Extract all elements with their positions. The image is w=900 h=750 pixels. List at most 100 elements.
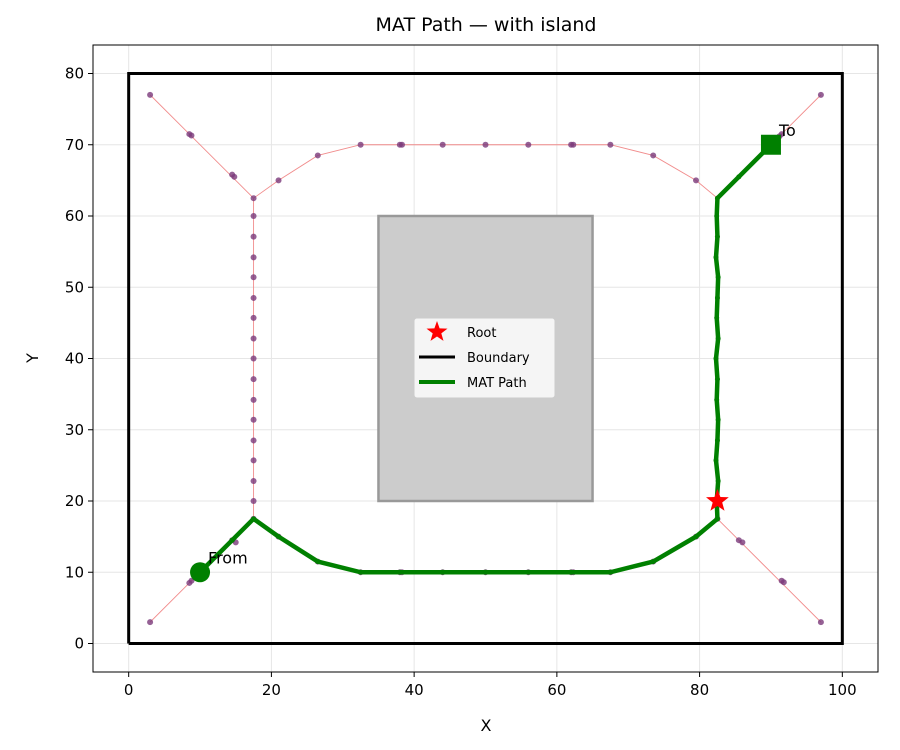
y-tick-label: 0	[74, 635, 84, 653]
mat-path-point	[736, 174, 742, 180]
skeleton-node	[250, 213, 257, 219]
skeleton-node	[275, 177, 282, 184]
y-axis-ticks: 0 10 20 30 40 50 60 70 80	[65, 65, 93, 653]
skeleton-node	[607, 141, 614, 148]
y-tick-label: 80	[65, 65, 84, 83]
boundary	[127, 72, 844, 645]
skeleton-node	[439, 141, 446, 148]
skeleton-node	[250, 233, 257, 240]
skeleton-node	[250, 478, 257, 485]
skeleton-node	[250, 254, 257, 261]
x-axis-ticks: 0 20 40 60 80 100	[124, 672, 857, 699]
skeleton-edge	[717, 518, 822, 623]
mat-path-point	[714, 516, 720, 522]
mat-path-point	[693, 534, 699, 540]
x-tick-label: 60	[547, 681, 566, 699]
skeleton-node	[250, 335, 257, 342]
legend-label-mat-path: MAT Path	[467, 376, 527, 391]
skeleton-node	[357, 141, 364, 148]
x-tick-label: 80	[690, 681, 709, 699]
skeleton-node	[525, 141, 532, 148]
skeleton-node	[250, 355, 257, 362]
mat-path-point	[229, 537, 235, 543]
skeleton-node	[250, 195, 257, 202]
legend-item-mat-path: MAT Path	[419, 376, 527, 391]
legend: Root Boundary MAT Path	[413, 317, 556, 399]
skeleton-node	[399, 141, 406, 148]
boundary-polyline	[127, 72, 844, 645]
skeleton-node	[817, 619, 824, 626]
skeleton-node	[482, 141, 489, 148]
mat-path-point	[714, 437, 720, 443]
root-star-marker	[706, 489, 729, 511]
mat-path-point	[714, 213, 720, 219]
mat-path-point	[714, 234, 720, 240]
skeleton-node	[147, 619, 154, 626]
chart-title: MAT Path — with island	[376, 14, 597, 36]
mat-path-point	[397, 569, 403, 575]
skeleton-node	[250, 437, 257, 444]
skeleton-node	[231, 173, 238, 180]
mat-path-point	[715, 274, 721, 280]
annotations: From To	[208, 121, 796, 568]
mat-path	[197, 142, 774, 575]
x-tick-label: 100	[828, 681, 857, 699]
mat-path-point	[483, 569, 488, 575]
x-tick-label: 40	[405, 681, 424, 699]
skeleton-node	[314, 152, 321, 159]
endpoints	[190, 134, 781, 583]
mat-path-point	[276, 534, 282, 540]
mat-path-point	[714, 295, 720, 301]
skeleton-node	[250, 416, 257, 423]
y-tick-label: 20	[65, 492, 84, 510]
mat-path-point	[650, 559, 656, 565]
mat-path-point	[440, 569, 446, 575]
skeleton-node	[188, 132, 195, 139]
x-tick-label: 20	[262, 681, 281, 699]
mat-path-point	[358, 569, 364, 575]
legend-label-boundary: Boundary	[467, 351, 530, 366]
skeleton-node	[250, 274, 257, 281]
skeleton-edge	[149, 94, 254, 199]
start-marker	[190, 562, 211, 583]
skeleton-node	[739, 539, 746, 546]
mat-path-point	[714, 397, 720, 403]
x-tick-label: 0	[124, 681, 134, 699]
mat-path-point	[714, 376, 720, 382]
skeleton-node	[650, 152, 657, 159]
skeleton-node	[147, 91, 154, 98]
mat-path-point	[525, 569, 531, 575]
y-tick-label: 50	[65, 278, 84, 296]
skeleton-node	[250, 314, 257, 321]
y-tick-label: 40	[65, 350, 84, 368]
mat-path-point	[715, 336, 721, 342]
mat-path-point	[607, 569, 613, 575]
mat-path-point	[713, 356, 719, 361]
legend-item-root: Root	[426, 321, 496, 341]
legend-label-root: Root	[467, 326, 496, 341]
legend-root-star-icon	[426, 321, 448, 341]
mat-path-point	[251, 516, 257, 522]
legend-item-boundary: Boundary	[419, 351, 530, 366]
y-tick-label: 70	[65, 136, 84, 154]
mat-path-point	[714, 195, 720, 201]
skeleton-node	[250, 376, 257, 383]
skeleton-node	[780, 579, 787, 586]
mat-path-point	[715, 417, 721, 423]
y-tick-label: 30	[65, 421, 84, 439]
to-label: To	[778, 121, 796, 140]
skeleton-node	[693, 177, 700, 184]
skeleton-node	[250, 457, 257, 464]
y-tick-label: 10	[65, 563, 84, 581]
skeleton-node	[250, 294, 257, 301]
legend-box	[413, 317, 556, 399]
mat-path-point	[713, 254, 719, 260]
skeleton-node	[570, 141, 577, 148]
mat-path-point	[568, 569, 574, 575]
y-axis-label: Y	[23, 353, 42, 364]
mat-path-point	[713, 457, 719, 463]
mat-path-point	[715, 478, 721, 484]
x-axis-label: X	[481, 716, 492, 735]
mat-path-point	[714, 315, 720, 321]
